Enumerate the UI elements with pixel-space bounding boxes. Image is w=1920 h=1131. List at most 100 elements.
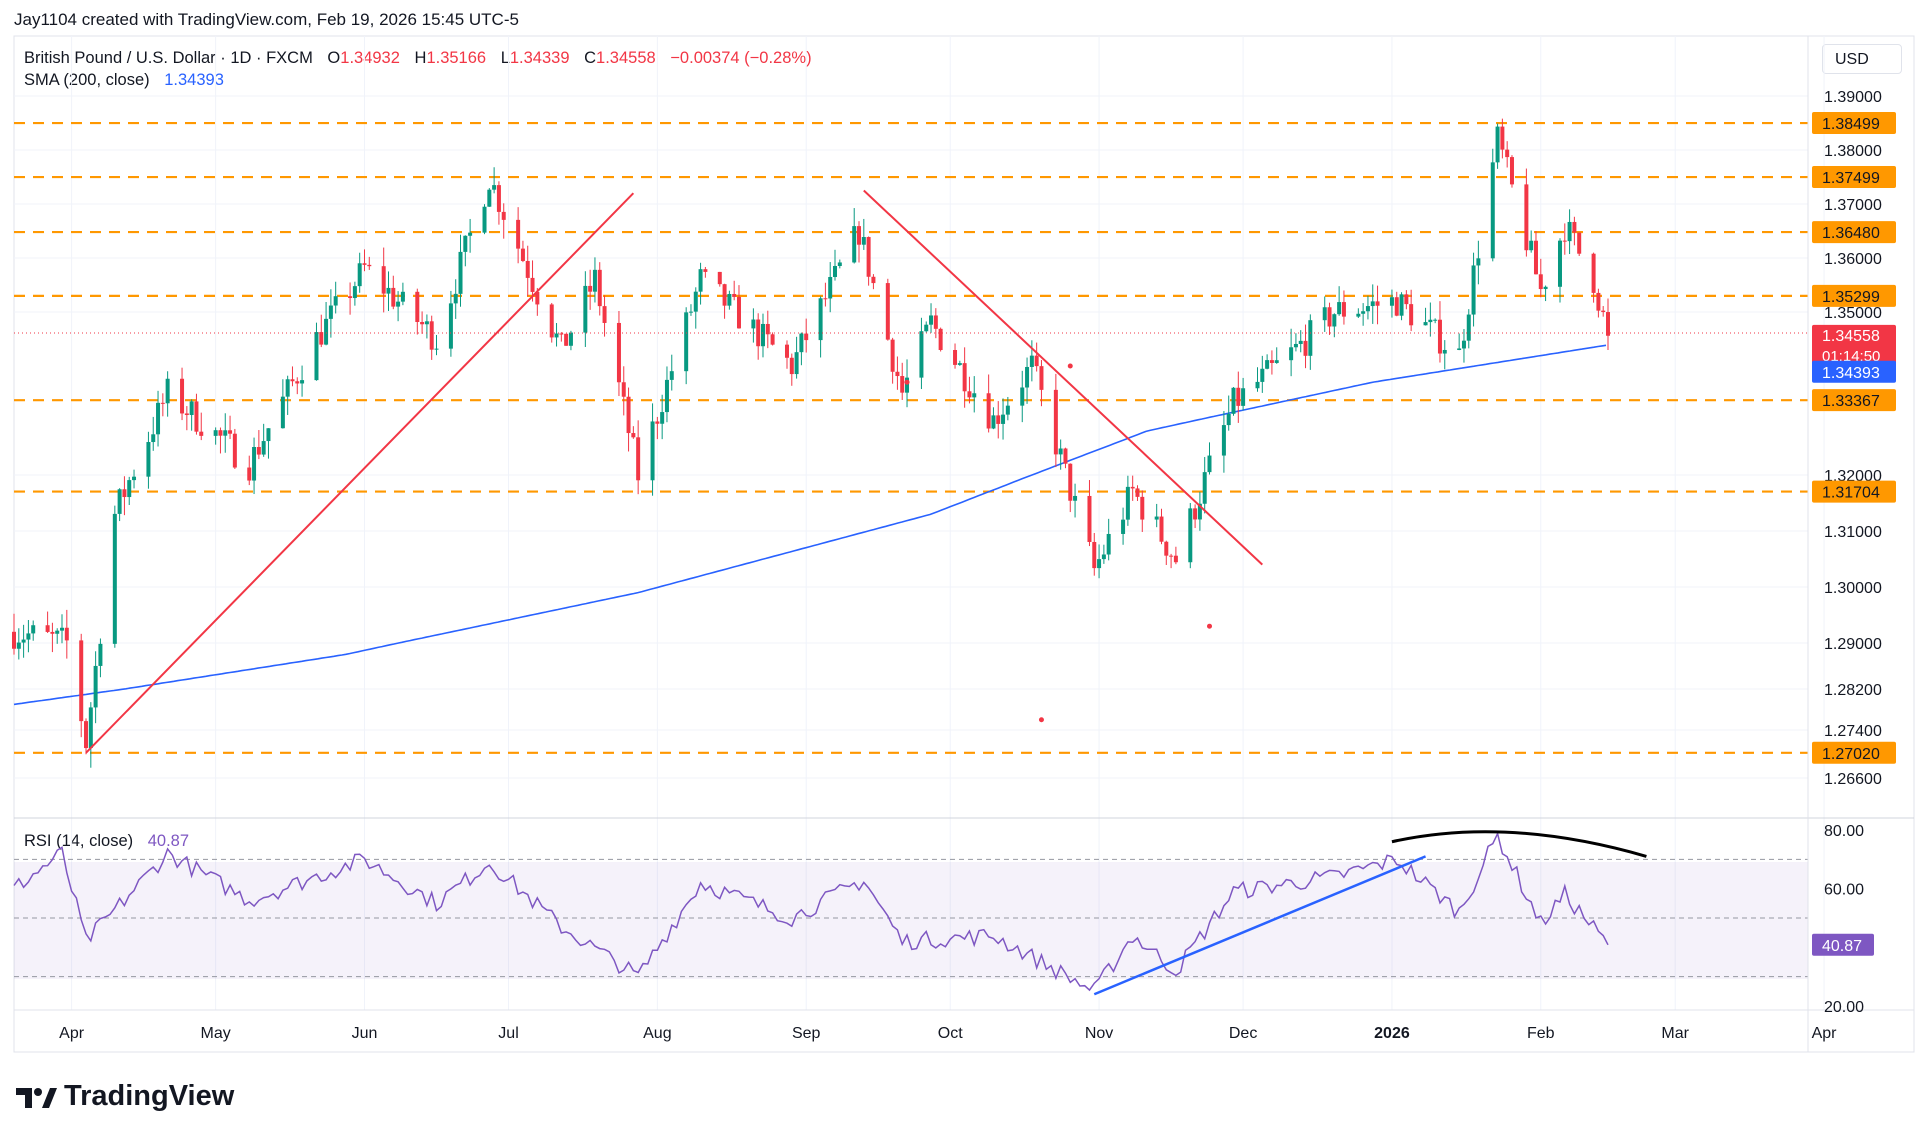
candle-body bbox=[1121, 519, 1126, 534]
candle-body bbox=[717, 271, 722, 285]
currency-button[interactable]: USD bbox=[1822, 44, 1902, 74]
time-tick-label: Sep bbox=[792, 1025, 821, 1042]
level-tag-label: 1.37499 bbox=[1822, 170, 1880, 187]
candle-body bbox=[1274, 360, 1279, 363]
candle-body bbox=[621, 382, 626, 397]
price-tick-label: 1.39000 bbox=[1824, 89, 1882, 106]
high-value: 1.35166 bbox=[426, 49, 487, 67]
chart-frame bbox=[13, 35, 1915, 1053]
candle-body bbox=[1063, 448, 1068, 464]
candle-body bbox=[1169, 555, 1174, 557]
time-tick-label: 2026 bbox=[1374, 1025, 1410, 1042]
candle-body bbox=[1404, 294, 1409, 305]
candle-body bbox=[890, 339, 895, 372]
candle-body bbox=[905, 377, 910, 393]
candle-body bbox=[996, 415, 1001, 424]
candle-body bbox=[837, 262, 842, 267]
time-tick-label: Apr bbox=[59, 1025, 85, 1042]
candle-body bbox=[770, 334, 775, 345]
time-tick-label: Oct bbox=[938, 1025, 963, 1042]
time-axis[interactable]: Apr May Jun Jul Aug Sep Oct Nov Dec 2026 Feb Mar Apr bbox=[59, 1025, 1837, 1042]
candle-body bbox=[333, 296, 338, 306]
level-tag-label: 1.35299 bbox=[1822, 289, 1880, 306]
last-price-tag bbox=[1812, 324, 1896, 367]
time-tick-label: Nov bbox=[1085, 1025, 1113, 1042]
candle-body bbox=[458, 251, 463, 294]
price-chart[interactable]: 1.390001.380001.370001.360001.350001.320… bbox=[0, 0, 1920, 1060]
price-tick-label: 1.36000 bbox=[1824, 251, 1882, 268]
trendline bbox=[85, 192, 635, 754]
level-tag-label: 1.33367 bbox=[1822, 393, 1880, 410]
candle-body bbox=[1005, 405, 1010, 415]
candle-body bbox=[1241, 388, 1246, 406]
candle-body bbox=[1471, 265, 1476, 315]
candle-body bbox=[468, 232, 473, 236]
candle-body bbox=[1001, 414, 1006, 424]
candle-body bbox=[549, 304, 554, 338]
candle-body bbox=[324, 318, 329, 345]
trendlines bbox=[85, 189, 1263, 754]
candle-body bbox=[1236, 387, 1241, 406]
time-tick-label: Jul bbox=[498, 1025, 518, 1042]
candle-body bbox=[1591, 253, 1596, 293]
candle-body bbox=[1135, 488, 1140, 497]
rsi-arc bbox=[1391, 830, 1647, 858]
candle-body bbox=[1221, 425, 1226, 456]
level-tag bbox=[1812, 741, 1896, 764]
candle-body bbox=[1533, 240, 1538, 275]
rsi-legend[interactable]: RSI (14, close) 40.87 bbox=[24, 832, 189, 851]
rsi-value-tag bbox=[1812, 933, 1874, 956]
candle-body bbox=[1260, 368, 1265, 382]
candle-body bbox=[1457, 348, 1462, 350]
candle-body bbox=[132, 476, 137, 481]
rsi-line bbox=[13, 831, 1609, 992]
candle-body bbox=[348, 296, 353, 299]
sma-legend[interactable]: SMA (200, close) 1.34393 bbox=[24, 71, 224, 90]
level-tag bbox=[1812, 112, 1896, 135]
tradingview-logo-icon bbox=[16, 1088, 57, 1108]
low-label: L bbox=[500, 49, 510, 67]
level-tag-label: 1.36480 bbox=[1822, 225, 1880, 242]
price-tick-label: 1.38000 bbox=[1824, 143, 1882, 160]
open-label: O bbox=[327, 49, 341, 67]
candle-body bbox=[1606, 312, 1610, 336]
candle-body bbox=[1159, 516, 1164, 542]
candle-body bbox=[885, 283, 890, 340]
candle-body bbox=[804, 333, 809, 341]
candle-body bbox=[396, 301, 401, 307]
low-value: 1.34339 bbox=[509, 49, 570, 67]
candle-body bbox=[79, 640, 84, 722]
rsi-tick-label: 20.00 bbox=[1824, 999, 1864, 1016]
candle-body bbox=[223, 430, 228, 436]
rsi-value: 40.87 bbox=[147, 832, 190, 850]
candle-body bbox=[1068, 463, 1073, 501]
candle-body bbox=[1327, 307, 1332, 327]
candle-body bbox=[280, 396, 285, 429]
candle-body bbox=[160, 402, 165, 404]
price-tick-label: 1.27400 bbox=[1824, 723, 1882, 740]
candle-body bbox=[1356, 313, 1361, 317]
candle-body bbox=[1389, 297, 1394, 306]
last-price-label: 1.34558 bbox=[1822, 328, 1880, 345]
candle-body bbox=[463, 235, 468, 252]
candle-body bbox=[1255, 381, 1260, 389]
candle-body bbox=[1164, 541, 1169, 556]
sma-tag bbox=[1812, 360, 1896, 383]
candle-body bbox=[1442, 349, 1447, 354]
candle-body bbox=[362, 263, 367, 265]
candle-body bbox=[424, 321, 429, 325]
candle-body bbox=[1097, 559, 1102, 569]
candle-body bbox=[16, 642, 21, 649]
candle-body bbox=[1106, 533, 1111, 555]
symbol-legend[interactable]: British Pound / U.S. Dollar · 1D · FXCM … bbox=[24, 49, 812, 68]
price-tick-label: 1.37000 bbox=[1824, 197, 1882, 214]
candle-body bbox=[929, 315, 934, 325]
candle-body bbox=[1193, 508, 1198, 520]
candle-body bbox=[962, 363, 967, 392]
candle-body bbox=[1269, 360, 1274, 363]
candle-body bbox=[597, 269, 602, 307]
candle-body bbox=[823, 298, 828, 300]
close-label: C bbox=[584, 49, 597, 67]
price-axis[interactable]: 1.390001.380001.370001.360001.350001.320… bbox=[1812, 89, 1896, 1016]
candle-body bbox=[415, 291, 420, 323]
